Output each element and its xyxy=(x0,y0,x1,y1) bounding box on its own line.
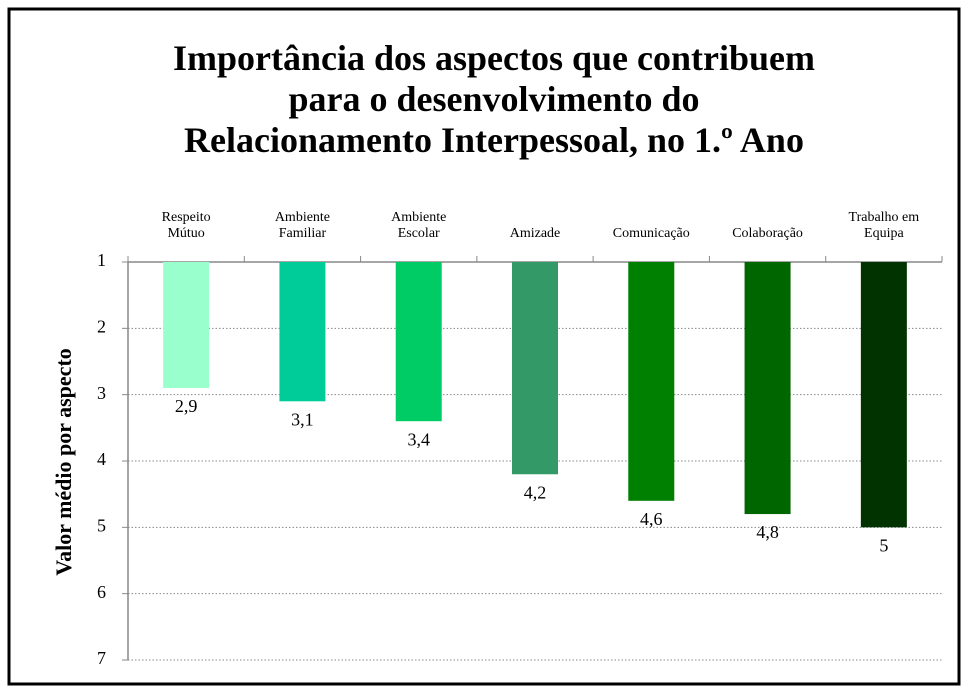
y-axis-title: Valor médio por aspecto xyxy=(51,348,76,576)
x-tick-label: Respeito Mútuo xyxy=(162,210,211,241)
data-label: 5 xyxy=(879,535,888,555)
x-tick-label: Ambiente Escolar xyxy=(391,210,446,241)
bar xyxy=(163,262,210,389)
bar xyxy=(512,262,558,475)
data-label: 2,9 xyxy=(175,396,198,416)
y-tick-label: 5 xyxy=(97,515,106,535)
y-tick-label: 1 xyxy=(97,250,106,270)
y-tick-label: 4 xyxy=(97,449,106,469)
data-label: 3,4 xyxy=(407,429,430,449)
y-tick-label: 2 xyxy=(97,316,106,336)
bar xyxy=(279,262,326,402)
x-tick-label: Colaboração xyxy=(732,226,803,241)
x-tick-label: Comunicação xyxy=(613,226,690,241)
bar xyxy=(628,262,675,501)
y-tick-label: 6 xyxy=(97,582,106,602)
chart-title: Importância dos aspectos que contribuem p… xyxy=(173,38,815,160)
x-tick-label: Amizade xyxy=(510,226,561,241)
bar xyxy=(395,262,442,422)
y-tick-label: 7 xyxy=(97,648,106,668)
data-label: 4,6 xyxy=(640,509,663,529)
y-tick-label: 3 xyxy=(97,383,106,403)
bar xyxy=(744,262,791,515)
x-tick-label: Trabalho em Equipa xyxy=(849,210,920,241)
bar xyxy=(860,262,907,528)
x-tick-label: Ambiente Familiar xyxy=(275,210,330,241)
data-label: 4,2 xyxy=(524,482,547,502)
data-label: 3,1 xyxy=(291,409,314,429)
data-label: 4,8 xyxy=(756,522,779,542)
